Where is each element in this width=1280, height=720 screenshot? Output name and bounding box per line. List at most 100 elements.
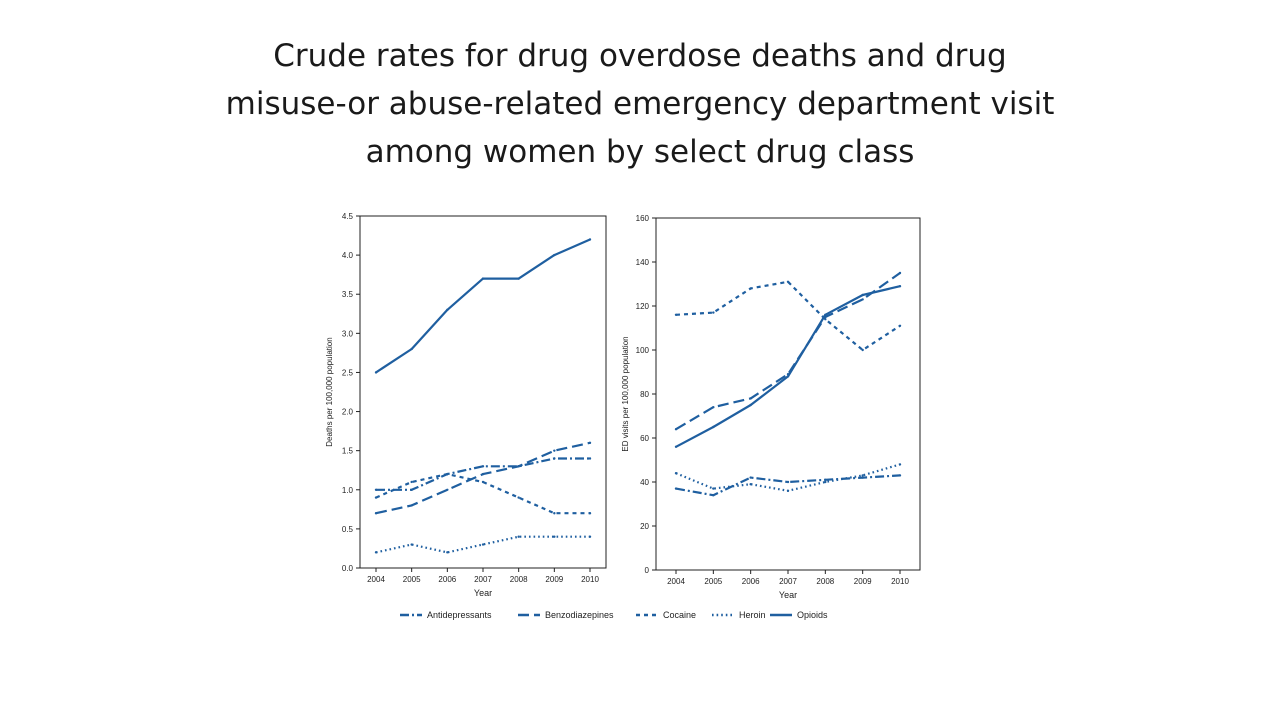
- x-tick-label: 2009: [545, 575, 563, 584]
- x-tick-label: 2010: [581, 575, 599, 584]
- y-tick-label: 0: [645, 566, 650, 575]
- data-point-antidepressants: [712, 494, 715, 497]
- x-tick-label: 2006: [742, 577, 760, 586]
- y-tick-label: 0.0: [342, 564, 354, 573]
- data-point-opioids: [517, 277, 520, 280]
- data-point-opioids: [898, 285, 902, 288]
- y-tick-label: 140: [636, 258, 650, 267]
- x-tick-label: 2004: [667, 577, 685, 586]
- data-point-cocaine: [553, 512, 556, 515]
- data-point-cocaine: [786, 280, 790, 283]
- data-point-antidepressants: [374, 488, 378, 491]
- data-point-heroin: [674, 472, 678, 475]
- series-cocaine-line: [375, 473, 590, 515]
- legend-label-opioids: Opioids: [797, 610, 828, 620]
- y-tick-label: 1.5: [342, 447, 354, 456]
- data-point-heroin: [749, 483, 752, 486]
- data-point-benzodiazepines: [410, 504, 413, 507]
- x-tick-label: 2007: [474, 575, 492, 584]
- data-point-heroin: [446, 551, 449, 554]
- y-tick-label: 1.0: [342, 486, 354, 495]
- x-tick-label: 2005: [403, 575, 421, 584]
- data-point-antidepressants: [481, 465, 485, 468]
- data-point-antidepressants: [824, 478, 827, 481]
- data-point-opioids: [374, 371, 378, 374]
- x-tick-label: 2010: [891, 577, 909, 586]
- data-point-cocaine: [410, 480, 413, 484]
- data-point-heroin: [786, 489, 790, 492]
- data-point-cocaine: [749, 287, 752, 290]
- plot-frame: [655, 217, 921, 571]
- data-point-opioids: [553, 253, 556, 257]
- data-point-antidepressants: [553, 457, 556, 460]
- data-point-cocaine: [588, 512, 592, 515]
- y-tick-label: 4.0: [342, 251, 354, 260]
- x-axis-label: Year: [779, 590, 797, 600]
- y-tick-label: 120: [636, 302, 650, 311]
- x-tick-label: 2008: [510, 575, 528, 584]
- data-point-benzodiazepines: [446, 488, 449, 491]
- y-axis-label: ED visits per 100,000 population: [621, 336, 630, 451]
- x-tick-label: 2007: [779, 577, 797, 586]
- x-tick-label: 2009: [854, 577, 872, 586]
- data-point-opioids: [749, 403, 752, 407]
- x-tick-label: 2005: [704, 577, 722, 586]
- data-point-antidepressants: [861, 476, 864, 479]
- data-point-antidepressants: [749, 476, 752, 479]
- data-point-antidepressants: [410, 488, 413, 491]
- data-point-benzodiazepines: [674, 428, 678, 431]
- data-point-benzodiazepines: [749, 397, 752, 400]
- data-point-benzodiazepines: [861, 298, 864, 301]
- chart-1: 0.0 0.5 1.0 1.5 2.0 2.5 3.0 3.5 4.0 4.5 2004 2005 20…: [325, 212, 607, 598]
- data-point-cocaine: [374, 496, 378, 499]
- data-point-cocaine: [446, 472, 449, 476]
- data-point-benzodiazepines: [898, 271, 902, 275]
- data-point-opioids: [861, 293, 864, 297]
- data-point-heroin: [553, 535, 556, 538]
- data-point-benzodiazepines: [553, 449, 556, 452]
- data-point-benzodiazepines: [712, 406, 715, 409]
- y-tick-label: 3.5: [342, 290, 354, 299]
- series-antidepressants-line: [675, 474, 901, 497]
- data-point-opioids: [712, 425, 715, 429]
- x-tick-label: 2008: [816, 577, 834, 586]
- data-point-cocaine: [898, 324, 902, 327]
- data-point-benzodiazepines: [517, 465, 520, 468]
- y-tick-label: 2.0: [342, 408, 354, 417]
- data-point-benzodiazepines: [588, 441, 592, 445]
- data-point-heroin: [481, 543, 485, 546]
- legend: Antidepressants Benzodiazepines Cocaine Her…: [400, 610, 828, 620]
- y-tick-label: 0.5: [342, 525, 354, 534]
- data-point-cocaine: [861, 348, 864, 352]
- y-tick-label: 3.0: [342, 329, 354, 338]
- data-point-cocaine: [517, 496, 520, 499]
- data-point-heroin: [861, 474, 864, 477]
- data-point-opioids: [446, 308, 449, 312]
- data-point-opioids: [481, 277, 485, 280]
- data-point-antidepressants: [674, 487, 678, 490]
- slide-title: Crude rates for drug overdose deaths and…: [140, 32, 1140, 176]
- y-tick-label: 20: [640, 522, 649, 531]
- y-tick-label: 4.5: [342, 212, 354, 221]
- data-point-cocaine: [481, 480, 485, 484]
- title-line-1: Crude rates for drug overdose deaths and…: [273, 38, 1007, 74]
- data-point-heroin: [410, 543, 413, 546]
- y-axis-label: Deaths per 100,000 population: [325, 337, 334, 446]
- data-point-antidepressants: [898, 474, 902, 477]
- data-point-heroin: [824, 480, 827, 484]
- title-line-3: among women by select drug class: [365, 134, 915, 170]
- y-tick-label: 100: [636, 346, 650, 355]
- data-point-opioids: [588, 238, 592, 241]
- data-point-heroin: [588, 535, 592, 538]
- series-opioids-line: [375, 238, 591, 374]
- data-point-heroin: [712, 487, 715, 490]
- data-point-opioids: [674, 445, 678, 448]
- legend-label-antidepressants: Antidepressants: [427, 610, 492, 620]
- data-point-heroin: [898, 463, 902, 466]
- y-tick-label: 2.5: [342, 368, 354, 377]
- chart-2: 0 20 40 60 80 100 120 140 160 2004 2005 2006 2007 200…: [621, 214, 921, 600]
- data-point-antidepressants: [786, 480, 790, 484]
- data-point-opioids: [410, 347, 413, 351]
- data-point-cocaine: [712, 311, 715, 314]
